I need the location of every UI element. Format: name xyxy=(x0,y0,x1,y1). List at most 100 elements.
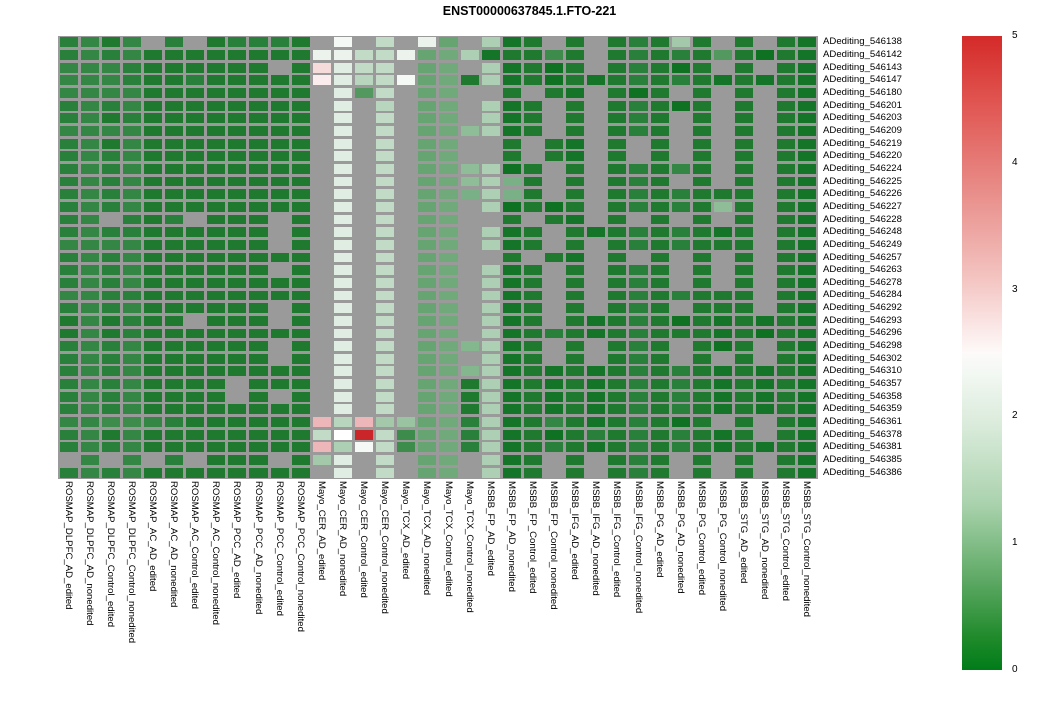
heatmap-cell xyxy=(142,340,163,353)
heatmap-cell xyxy=(227,226,248,239)
heatmap-cell xyxy=(438,441,459,454)
heatmap-cell xyxy=(607,289,628,302)
heatmap-cell xyxy=(776,441,797,454)
heatmap-cell xyxy=(522,302,543,315)
heatmap-cell xyxy=(269,289,290,302)
heatmap-cell xyxy=(691,74,712,87)
heatmap-cell xyxy=(206,36,227,49)
heatmap-cell xyxy=(628,137,649,150)
heatmap-cell xyxy=(755,289,776,302)
heatmap-cell xyxy=(100,340,121,353)
heatmap-cell xyxy=(121,239,142,252)
heatmap-cell xyxy=(691,466,712,479)
heatmap-cell xyxy=(522,87,543,100)
heatmap-cell xyxy=(375,403,396,416)
heatmap-cell xyxy=(396,428,417,441)
heatmap-cell xyxy=(121,87,142,100)
heatmap-cell xyxy=(480,378,501,391)
heatmap-cell xyxy=(755,428,776,441)
heatmap-cell xyxy=(79,36,100,49)
heatmap-cell xyxy=(227,36,248,49)
heatmap-cell xyxy=(501,99,522,112)
heatmap-cell xyxy=(79,112,100,125)
heatmap-cell xyxy=(227,188,248,201)
heatmap-cell xyxy=(480,416,501,429)
heatmap-cell xyxy=(797,61,818,74)
heatmap-cell xyxy=(164,49,185,62)
heatmap-cell xyxy=(565,264,586,277)
heatmap-cell xyxy=(396,289,417,302)
heatmap-cell xyxy=(79,466,100,479)
heatmap-cell xyxy=(375,49,396,62)
heatmap-cell xyxy=(480,175,501,188)
heatmap-cell xyxy=(565,327,586,340)
heatmap-cell xyxy=(480,49,501,62)
heatmap-cell xyxy=(734,150,755,163)
heatmap-cell xyxy=(142,175,163,188)
heatmap-cell xyxy=(628,87,649,100)
heatmap-cell xyxy=(755,390,776,403)
heatmap-cell xyxy=(628,150,649,163)
heatmap-cell xyxy=(121,454,142,467)
heatmap-cell xyxy=(100,213,121,226)
heatmap-cell xyxy=(269,213,290,226)
heatmap-cell xyxy=(776,226,797,239)
heatmap-cell xyxy=(691,36,712,49)
heatmap-cell xyxy=(206,276,227,289)
heatmap-cell xyxy=(734,302,755,315)
heatmap-cell xyxy=(375,61,396,74)
heatmap-cell xyxy=(480,352,501,365)
heatmap-cell xyxy=(121,201,142,214)
heatmap-cell xyxy=(396,340,417,353)
column-label: ROSMAP_DLPFC_Control_edited xyxy=(104,481,116,628)
heatmap-cell xyxy=(100,276,121,289)
heatmap-cell xyxy=(142,264,163,277)
heatmap-cell xyxy=(248,239,269,252)
heatmap-cell xyxy=(375,125,396,138)
heatmap-cell xyxy=(438,466,459,479)
heatmap-cell xyxy=(797,201,818,214)
heatmap-cell xyxy=(248,112,269,125)
heatmap-cell xyxy=(438,378,459,391)
heatmap-cell xyxy=(58,264,79,277)
heatmap-cell xyxy=(670,251,691,264)
heatmap-cell xyxy=(691,378,712,391)
heatmap-cell xyxy=(670,74,691,87)
row-label: ADediting_546298 xyxy=(823,340,902,352)
heatmap-cell xyxy=(227,137,248,150)
heatmap-cell xyxy=(58,466,79,479)
heatmap-cell xyxy=(311,150,332,163)
heatmap-cell xyxy=(649,188,670,201)
heatmap-cell xyxy=(248,454,269,467)
heatmap-cell xyxy=(142,74,163,87)
heatmap-cell xyxy=(227,264,248,277)
heatmap-cell xyxy=(480,112,501,125)
heatmap-cell xyxy=(164,454,185,467)
heatmap-cell xyxy=(354,74,375,87)
column-label: ROSMAP_PCC_Control_nonedited xyxy=(294,481,306,632)
heatmap-cell xyxy=(586,74,607,87)
heatmap-cell xyxy=(164,226,185,239)
heatmap-cell xyxy=(755,226,776,239)
heatmap-cell xyxy=(776,49,797,62)
heatmap-cell xyxy=(79,314,100,327)
heatmap-cell xyxy=(269,36,290,49)
heatmap-cell xyxy=(248,276,269,289)
heatmap-cell xyxy=(100,441,121,454)
heatmap-cell xyxy=(776,466,797,479)
heatmap-cell xyxy=(691,403,712,416)
heatmap-cell xyxy=(607,99,628,112)
heatmap-cell xyxy=(776,416,797,429)
heatmap-cell xyxy=(164,302,185,315)
column-label: MSBB_FP_Control_nonedited xyxy=(548,481,560,610)
heatmap-cell xyxy=(586,226,607,239)
heatmap-cell xyxy=(755,213,776,226)
heatmap-cell xyxy=(164,175,185,188)
heatmap-cell xyxy=(776,201,797,214)
heatmap-cell xyxy=(628,352,649,365)
heatmap-cell xyxy=(185,441,206,454)
heatmap-cell xyxy=(396,302,417,315)
heatmap-cell xyxy=(586,188,607,201)
heatmap-cell xyxy=(670,137,691,150)
heatmap-cell xyxy=(396,112,417,125)
